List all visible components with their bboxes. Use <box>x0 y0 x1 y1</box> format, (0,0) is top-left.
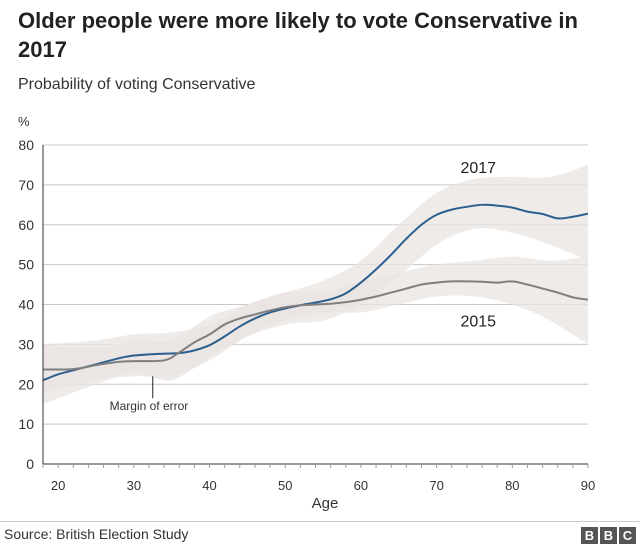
line-chart: % Age 0 10 20 30 40 50 60 70 80 20 30 40 50 60 70 80 90 2… <box>18 114 595 512</box>
x-tick-label: 60 <box>354 478 368 493</box>
y-tick-label: 0 <box>26 456 34 472</box>
y-tick-label: 30 <box>18 336 34 352</box>
y-tick-label: 20 <box>18 376 34 392</box>
footer-divider <box>0 521 640 522</box>
margin-of-error-annotation: Margin of error <box>110 399 189 413</box>
x-tick-label: 40 <box>202 478 216 493</box>
x-tick-label: 80 <box>505 478 519 493</box>
y-tick-label: 80 <box>18 137 34 153</box>
y-axis-unit: % <box>18 114 30 129</box>
chart-subtitle: Probability of voting Conservative <box>18 76 256 93</box>
series-label-2015: 2015 <box>460 313 496 330</box>
x-tick-label: 30 <box>127 478 141 493</box>
margin-of-error-band-2015 <box>43 256 588 393</box>
y-tick-label: 10 <box>18 416 34 432</box>
series-line-2015 <box>42 280 589 371</box>
x-tick-label: 20 <box>51 478 65 493</box>
series-label-2017: 2017 <box>460 160 496 177</box>
x-axis-label: Age <box>312 495 339 512</box>
chart-title: Older people were more likely to vote Co… <box>18 8 578 62</box>
series-line-2017 <box>42 203 589 382</box>
x-tick-label: 90 <box>581 478 595 493</box>
source-text: Source: British Election Study <box>4 526 189 542</box>
y-tick-label: 50 <box>18 257 34 273</box>
x-tick-label: 50 <box>278 478 292 493</box>
x-tick-label: 70 <box>429 478 443 493</box>
y-tick-label: 40 <box>18 297 34 313</box>
y-tick-label: 70 <box>18 177 34 193</box>
y-tick-label: 60 <box>18 217 34 233</box>
